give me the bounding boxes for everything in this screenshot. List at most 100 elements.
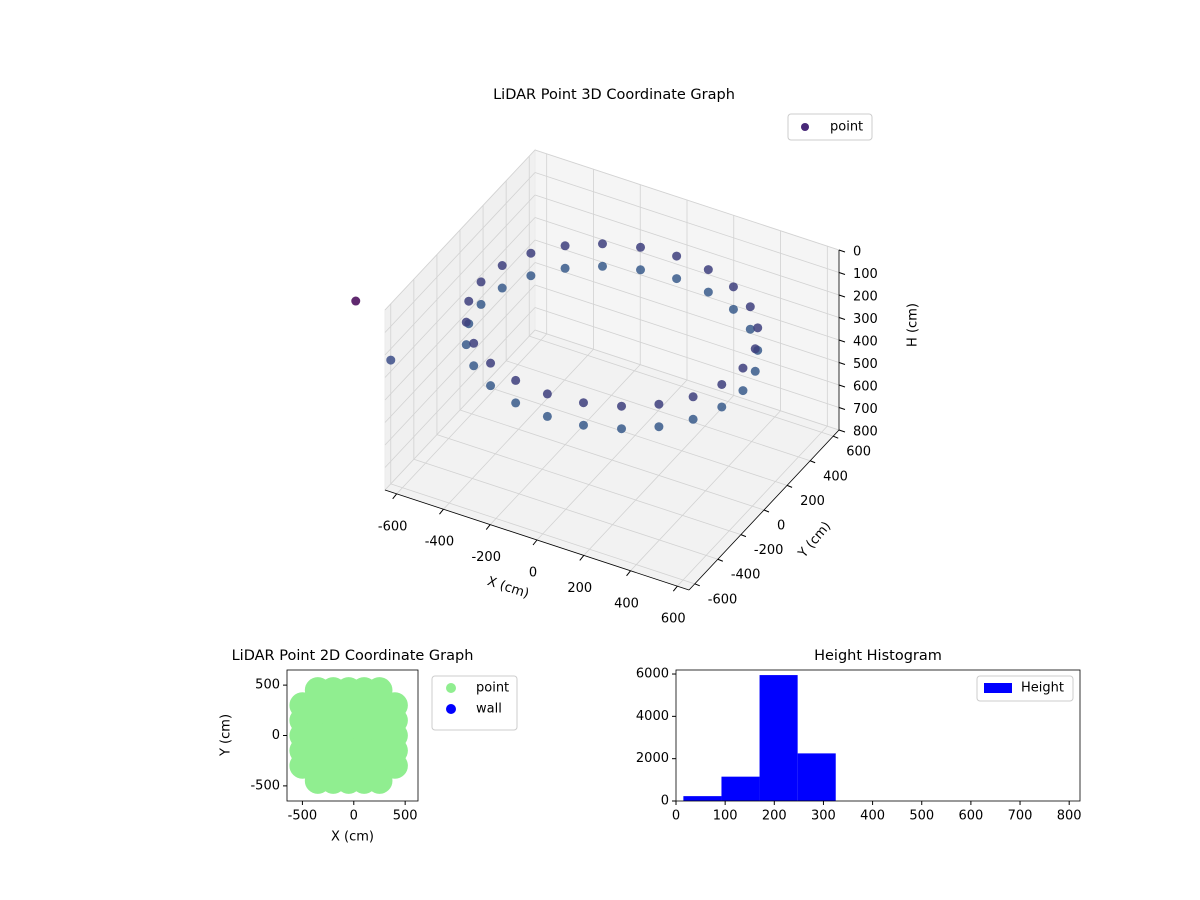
legend-swatch: [984, 683, 1012, 693]
y-tick-label: -400: [731, 568, 761, 583]
point: [654, 422, 664, 432]
point: [578, 398, 588, 408]
point: [750, 366, 760, 376]
grid-line: [534, 239, 840, 341]
grid-line: [384, 172, 536, 333]
axis-line: [384, 489, 690, 591]
x-tick-label: 600: [958, 809, 983, 824]
tick-mark: [694, 583, 700, 587]
x-tick-label: 600: [661, 612, 686, 627]
tick-mark: [838, 407, 846, 410]
point: [750, 344, 760, 354]
point: [617, 401, 627, 411]
legend-label: wall: [476, 702, 502, 717]
point: [469, 338, 479, 348]
point: [476, 299, 486, 309]
point: [578, 420, 588, 430]
axes-frame: [675, 669, 1081, 802]
tick-mark: [485, 524, 491, 530]
point: [672, 274, 682, 284]
grid-line: [534, 262, 840, 363]
x-tick-label: 400: [860, 809, 885, 824]
grid-line: [384, 239, 536, 401]
z-tick-label: 300: [853, 312, 878, 327]
y-tick-label: 4000: [636, 709, 669, 724]
point: [688, 414, 698, 424]
y-tick-label: -500: [250, 778, 280, 793]
grid-line: [482, 385, 788, 486]
z-tick-label: 400: [853, 335, 878, 350]
legend-label: Height: [1021, 681, 1064, 696]
point: [351, 296, 361, 306]
tick-mark: [838, 249, 846, 253]
point: [560, 263, 570, 273]
point: [728, 282, 738, 292]
grid-line: [384, 284, 536, 446]
y-tick-label: 0: [777, 519, 785, 534]
bar: [721, 776, 760, 801]
z-tick-label: 700: [853, 402, 878, 417]
x-tick-label: -500: [288, 809, 318, 824]
x-tick-label: 800: [1057, 809, 1082, 824]
x-tick-label: 0: [350, 809, 358, 824]
y-tick-label: 0: [272, 728, 280, 743]
tick-mark: [838, 362, 846, 365]
tick-mark: [838, 294, 846, 298]
point: [366, 767, 393, 794]
z-tick-label: 200: [853, 290, 878, 305]
point: [717, 402, 727, 412]
chart-title: LiDAR Point 3D Coordinate Graph: [493, 87, 735, 103]
y-tick-label: -200: [754, 543, 784, 558]
tick-mark: [786, 484, 793, 488]
tick-mark: [838, 317, 846, 320]
tick-mark: [579, 555, 585, 561]
grid-line: [534, 172, 840, 273]
x-tick-label: 500: [909, 809, 934, 824]
point: [526, 271, 536, 281]
x-tick-label: 400: [614, 596, 639, 611]
tick-mark: [838, 339, 846, 343]
point: [672, 251, 682, 261]
z-tick-label: 100: [853, 267, 878, 282]
legend-box: [787, 113, 873, 141]
x-tick-label: -600: [378, 519, 408, 534]
tick-mark: [672, 585, 678, 592]
grid-line: [436, 434, 742, 535]
point: [464, 296, 474, 306]
y-tick-label: 400: [823, 469, 848, 484]
grid-line: [384, 307, 536, 468]
point: [636, 265, 646, 275]
tick-mark: [763, 509, 770, 513]
point: [486, 358, 496, 368]
grid-line: [390, 483, 695, 585]
y-tick-label: 2000: [636, 751, 669, 766]
x-tick-label: 700: [1008, 809, 1033, 824]
point: [461, 340, 471, 350]
y-tick-label: 500: [255, 678, 280, 693]
tick-mark: [717, 558, 724, 562]
point: [497, 261, 507, 271]
grid-line: [384, 217, 536, 378]
point: [745, 324, 755, 334]
point: [717, 379, 727, 389]
tick-mark: [439, 508, 444, 515]
point: [745, 302, 755, 312]
point: [511, 398, 521, 408]
grid-line: [534, 149, 840, 251]
point: [469, 361, 479, 371]
tick-mark: [833, 435, 839, 439]
z-tick-label: 0: [853, 245, 861, 260]
plot-area: [289, 677, 408, 794]
point: [560, 241, 570, 251]
z-tick-label: 500: [853, 357, 878, 372]
z-tick-label: 800: [853, 425, 878, 440]
point: [728, 304, 738, 314]
y-axis-label: Y (cm): [219, 714, 234, 757]
bar: [683, 796, 722, 801]
grid-line: [534, 329, 840, 431]
x-tick-label: 200: [567, 581, 592, 596]
x-axis-label: X (cm): [331, 830, 374, 845]
point: [386, 355, 396, 365]
point: [753, 323, 763, 333]
tick-mark: [838, 272, 846, 275]
